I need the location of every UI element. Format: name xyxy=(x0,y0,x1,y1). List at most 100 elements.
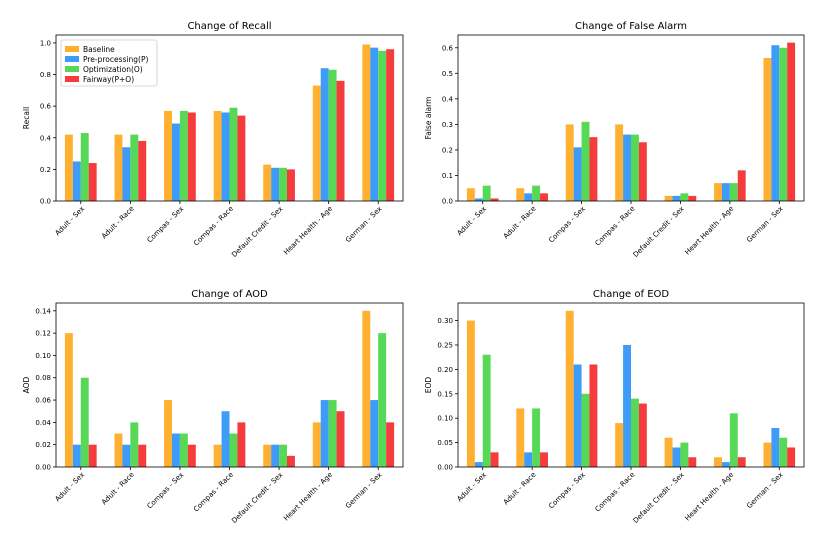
bar-optimization-o xyxy=(229,107,238,201)
bar-baseline xyxy=(213,444,222,467)
bar-baseline xyxy=(615,423,624,467)
x-tick-label: Default Credit - Sex xyxy=(230,205,284,259)
bar-optimization-o xyxy=(130,134,139,201)
bar-fairway-p-o xyxy=(187,444,196,467)
bar-pre-processing-p xyxy=(122,147,131,201)
y-tick-label: 0.3 xyxy=(442,121,453,129)
bar-fairway-p-o xyxy=(88,444,97,467)
bar-fairway-p-o xyxy=(490,198,499,201)
legend-label: Optimization(O) xyxy=(83,65,143,74)
x-tick-label: Adult - Sex xyxy=(54,205,87,238)
bar-fairway-p-o xyxy=(138,140,147,201)
x-tick-label: Compas - Race xyxy=(192,205,235,248)
legend-label: Baseline xyxy=(83,45,115,54)
x-tick-label: Heart Health - Age xyxy=(282,205,334,257)
bar-optimization-o xyxy=(378,333,387,467)
bar-baseline xyxy=(312,422,321,467)
y-axis-label: Recall xyxy=(22,107,31,129)
bar-optimization-o xyxy=(328,69,337,202)
bar-pre-processing-p xyxy=(171,433,180,467)
x-tick-label: Adult - Race xyxy=(502,471,538,507)
bar-baseline xyxy=(263,164,272,201)
legend-swatch xyxy=(65,76,79,82)
bar-optimization-o xyxy=(581,121,590,201)
bar-baseline xyxy=(64,333,73,467)
x-tick-label: Adult - Sex xyxy=(54,471,87,504)
x-tick-label: Compas - Race xyxy=(594,471,637,514)
chart-title: Change of EOD xyxy=(593,289,669,300)
y-tick-label: 0.08 xyxy=(35,374,51,382)
bar-optimization-o xyxy=(631,134,639,201)
bar-optimization-o xyxy=(779,47,788,202)
bar-fairway-p-o xyxy=(386,49,395,201)
y-tick-label: 0.8 xyxy=(40,71,51,79)
bar-fairway-p-o xyxy=(638,403,647,467)
x-tick-label: Compas - Race xyxy=(594,205,637,248)
legend: BaselinePre-processing(P)Optimization(O)… xyxy=(60,39,158,87)
x-tick-label: Heart Health - Age xyxy=(683,205,735,257)
bar-baseline xyxy=(362,310,371,467)
y-tick-label: 0.30 xyxy=(437,317,453,325)
x-tick-label: Default Credit - Sex xyxy=(632,471,686,525)
bar-fairway-p-o xyxy=(287,455,295,467)
bar-baseline xyxy=(714,457,722,467)
bar-fairway-p-o xyxy=(688,457,697,467)
bar-fairway-p-o xyxy=(787,42,796,202)
y-tick-label: 0.14 xyxy=(35,307,51,315)
y-tick-label: 0.0 xyxy=(40,198,51,206)
bar-baseline xyxy=(763,442,772,467)
bar-baseline xyxy=(565,124,574,201)
x-tick-label: Compas - Race xyxy=(192,471,235,514)
bar-baseline xyxy=(164,110,172,201)
bar-optimization-o xyxy=(581,393,590,467)
y-axis-label: AOD xyxy=(22,376,31,393)
axes-frame xyxy=(55,34,404,202)
bar-pre-processing-p xyxy=(771,45,780,201)
bar-fairway-p-o xyxy=(187,112,196,201)
x-tick-label: Compas - Sex xyxy=(547,471,587,511)
chart-title: Change of Recall xyxy=(187,21,271,32)
x-tick-label: Adult - Sex xyxy=(456,471,489,504)
bar-optimization-o xyxy=(779,437,788,467)
bar-fairway-p-o xyxy=(737,457,746,467)
legend-swatch xyxy=(65,56,79,62)
bar-fairway-p-o xyxy=(336,80,345,201)
bar-baseline xyxy=(615,124,624,201)
bar-pre-processing-p xyxy=(573,364,582,467)
y-tick-label: 0.10 xyxy=(35,352,51,360)
bar-pre-processing-p xyxy=(122,444,131,467)
x-tick-label: Default Credit - Sex xyxy=(230,471,284,525)
y-tick-label: 0.12 xyxy=(35,330,51,338)
bar-baseline xyxy=(114,134,123,201)
bar-fairway-p-o xyxy=(589,137,598,201)
bar-fairway-p-o xyxy=(287,169,295,201)
y-tick-label: 0.05 xyxy=(437,439,453,447)
bar-fairway-p-o xyxy=(336,411,345,467)
chart-2: Change of False Alarm False alarm 0.0 0.1 0.… xyxy=(424,21,805,259)
bar-fairway-p-o xyxy=(737,170,746,201)
y-tick-label: 0.04 xyxy=(35,419,51,427)
bar-pre-processing-p xyxy=(623,344,631,467)
bar-pre-processing-p xyxy=(271,444,280,467)
bar-pre-processing-p xyxy=(524,193,533,201)
y-tick-label: 0.6 xyxy=(40,103,52,111)
chart-4: Change of EOD EOD 0.00 0.05 0.10 0.15 0.20 0.25… xyxy=(424,289,805,525)
bar-optimization-o xyxy=(80,377,89,467)
bar-baseline xyxy=(516,188,525,201)
bar-fairway-p-o xyxy=(386,422,395,467)
y-tick-label: 0.0 xyxy=(442,198,453,206)
x-tick-label: Adult - Race xyxy=(502,205,538,241)
axes-frame xyxy=(457,302,805,468)
bar-baseline xyxy=(466,320,475,467)
bar-optimization-o xyxy=(179,110,188,201)
x-tick-label: German - Sex xyxy=(344,471,383,510)
chart-3: Change of AOD AOD 0.00 0.02 0.04 0.06 0.08 0.10… xyxy=(22,289,404,525)
bar-fairway-p-o xyxy=(237,422,246,467)
bar-fairway-p-o xyxy=(589,364,598,467)
bar-optimization-o xyxy=(279,167,288,201)
x-tick-label: Compas - Sex xyxy=(146,471,186,511)
y-tick-label: 0.1 xyxy=(442,172,453,180)
bar-optimization-o xyxy=(328,400,337,467)
bar-fairway-p-o xyxy=(138,444,147,467)
